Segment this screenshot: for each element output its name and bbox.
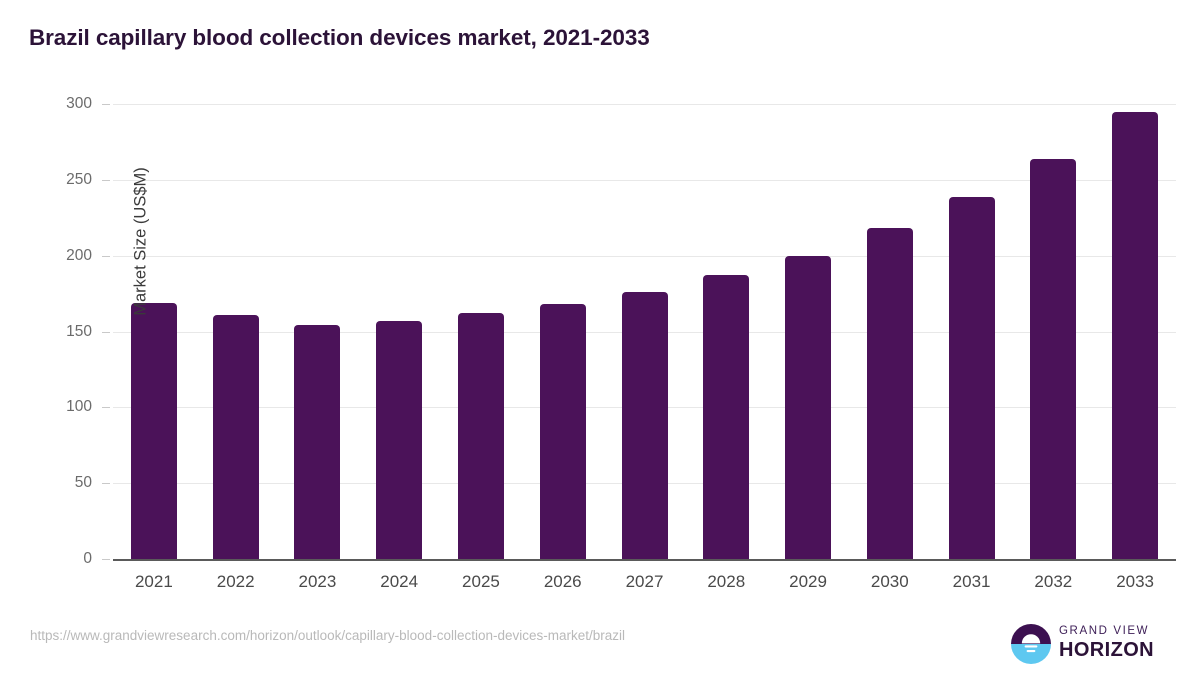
x-tick-label: 2021 (134, 572, 173, 591)
x-tick-label: 2023 (298, 572, 337, 591)
bar[interactable] (703, 275, 750, 559)
y-tick-label: 150 (66, 322, 92, 340)
y-tick-label: 300 (66, 95, 92, 112)
brand-logo-line-1: GRAND VIEW (1059, 625, 1150, 637)
y-tick-label: 50 (74, 474, 92, 492)
x-tick-label: 2033 (1116, 572, 1155, 591)
bar[interactable] (212, 314, 259, 559)
x-tick-label: 2022 (216, 572, 255, 591)
x-tick-label: 2030 (870, 572, 909, 591)
source-url[interactable]: https://www.grandviewresearch.com/horizo… (30, 628, 626, 643)
bar[interactable] (457, 313, 504, 559)
bar-series (113, 104, 1176, 559)
y-tick-mark (102, 559, 110, 560)
sun-horizon-icon (1011, 624, 1051, 664)
bar[interactable] (621, 292, 668, 559)
gridline (113, 255, 1176, 257)
brand-logo: GRAND VIEW HORIZON (1011, 622, 1179, 666)
x-tick-label: 2028 (707, 572, 746, 591)
x-tick-label: 2027 (625, 572, 664, 591)
x-tick-label: 2026 (543, 572, 582, 591)
y-tick-mark (102, 255, 110, 257)
bar[interactable] (376, 320, 423, 559)
y-tick-label: 0 (83, 550, 92, 567)
x-tick-label: 2031 (952, 572, 991, 591)
page-title: Brazil capillary blood collection device… (29, 25, 650, 50)
bar[interactable] (294, 325, 341, 559)
x-tick-label: 2032 (1034, 572, 1073, 591)
x-tick-label: 2024 (380, 572, 419, 591)
x-tick-label: 2025 (462, 572, 500, 591)
y-tick-mark (102, 483, 110, 485)
x-axis-line (113, 559, 1176, 561)
brand-logo-line-2: HORIZON (1059, 639, 1155, 661)
gridline (113, 179, 1176, 181)
y-tick-label: 200 (66, 246, 92, 264)
bar[interactable] (1112, 111, 1159, 559)
bar[interactable] (948, 196, 995, 559)
y-tick-label: 100 (66, 398, 92, 416)
bar[interactable] (1030, 158, 1077, 559)
x-tick-label: 2029 (789, 572, 827, 591)
gridline (113, 104, 1176, 105)
y-axis-title: Market Size (US$M) (131, 167, 150, 316)
y-tick-mark (102, 179, 110, 181)
y-tick-label: 250 (66, 170, 92, 188)
bar[interactable] (866, 228, 913, 559)
y-tick-mark (102, 104, 110, 105)
y-tick-mark (102, 407, 110, 409)
y-tick-mark (102, 331, 110, 333)
bar[interactable] (785, 255, 832, 559)
bar[interactable] (130, 302, 177, 559)
bar[interactable] (539, 304, 586, 559)
brand-logo-text: GRAND VIEW HORIZON (1059, 624, 1179, 664)
